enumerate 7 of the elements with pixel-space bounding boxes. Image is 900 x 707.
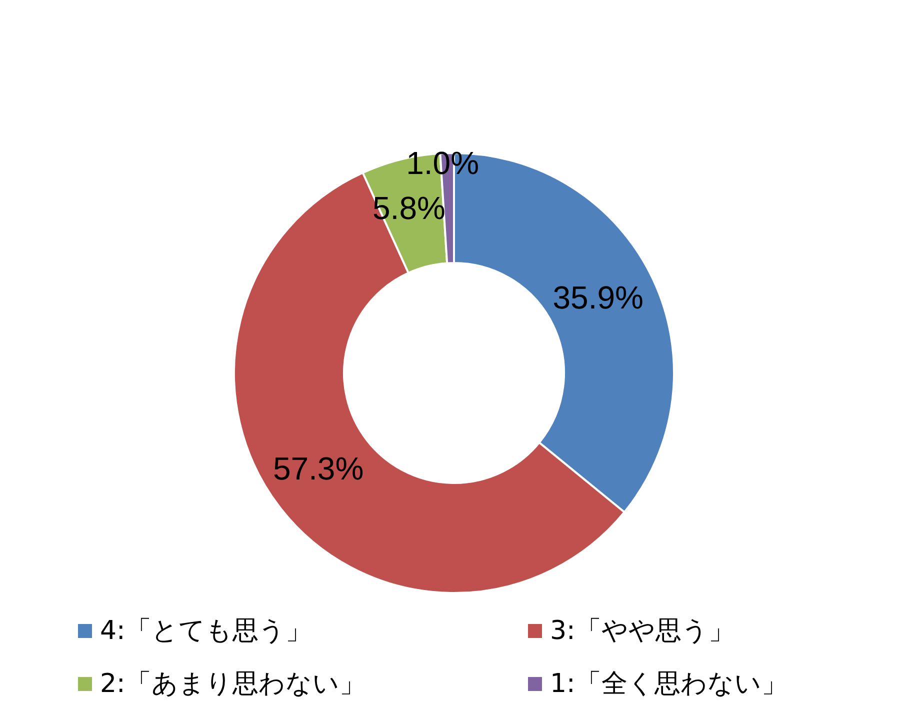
legend-label: 2:「あまり思わない」 xyxy=(100,668,366,701)
legend-label: 1:「全く思わない」 xyxy=(550,668,788,701)
data-label: 1.0% xyxy=(406,145,480,182)
data-label: 35.9% xyxy=(552,279,644,316)
legend-label: 4:「とても思う」 xyxy=(100,615,312,648)
legend-label: 3:「やや思う」 xyxy=(550,615,734,648)
data-label: 57.3% xyxy=(272,450,364,487)
